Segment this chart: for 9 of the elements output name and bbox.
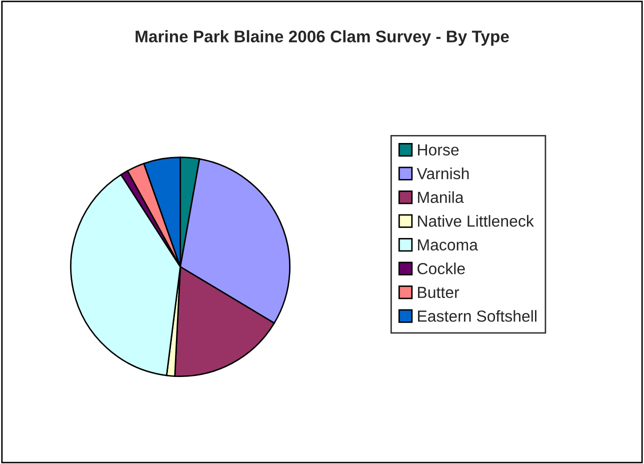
legend-label: Horse	[418, 144, 459, 156]
legend-label: Cockle	[418, 262, 465, 274]
legend-label: Macoma	[418, 239, 478, 251]
legend-label: Varnish	[416, 168, 469, 180]
legend-label: Manila	[418, 191, 464, 204]
chart-title: Marine Park Blaine 2006 Clam Survey - By Type	[136, 30, 509, 46]
legend-label: Native Littleneck	[418, 215, 534, 227]
legend-label: Butter	[418, 286, 460, 298]
legend-label: Eastern Softshell	[418, 310, 536, 322]
